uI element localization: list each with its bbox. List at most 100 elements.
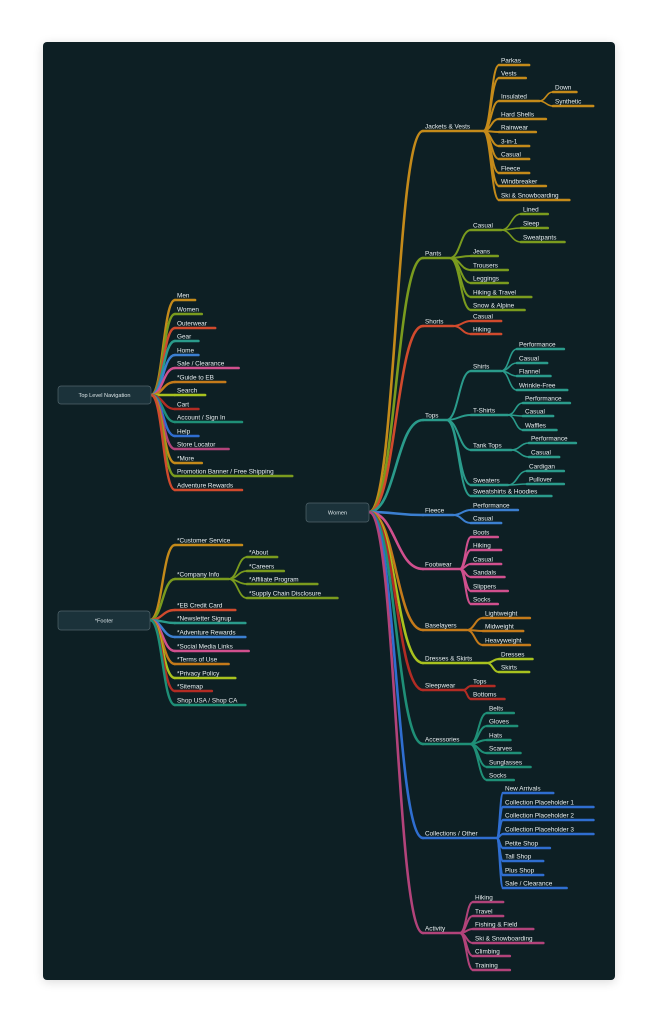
subcategory-collections-other-tall-shop[interactable]: Tall Shop xyxy=(505,854,532,861)
footer-sub-supply-chain-disclosure[interactable]: *Supply Chain Disclosure xyxy=(249,591,322,598)
subcategory-activity-training[interactable]: Training xyxy=(475,963,498,970)
subcategory-footwear-hiking[interactable]: Hiking xyxy=(473,543,491,550)
subcategory-footwear-socks[interactable]: Socks xyxy=(473,597,490,604)
root-women[interactable]: Women xyxy=(305,502,370,523)
nav-item-guide-to-eb[interactable]: *Guide to EB xyxy=(177,375,214,382)
subcategory-collections-other-collection-placeholder-3[interactable]: Collection Placeholder 3 xyxy=(505,827,574,834)
leaf-shirts-wrinkle-free[interactable]: Wrinkle-Free xyxy=(519,383,556,390)
subcategory-accessories-gloves[interactable]: Gloves xyxy=(489,719,509,726)
footer-sub-affiliate-program[interactable]: *Affiliate Program xyxy=(249,577,299,584)
subcategory-baselayers-lightweight[interactable]: Lightweight xyxy=(485,611,518,618)
subcategory-jackets-vests-insulated[interactable]: Insulated xyxy=(501,94,527,101)
subcategory-fleece-casual[interactable]: Casual xyxy=(473,516,493,523)
category-shorts[interactable]: Shorts xyxy=(425,319,443,326)
footer-item-company-info[interactable]: *Company Info xyxy=(177,572,220,579)
subcategory-footwear-sandals[interactable]: Sandals xyxy=(473,570,496,577)
nav-item-store-locator[interactable]: Store Locator xyxy=(177,442,216,449)
subcategory-footwear-casual[interactable]: Casual xyxy=(473,557,493,564)
nav-item-help[interactable]: Help xyxy=(177,429,191,436)
leaf-tank-tops-casual[interactable]: Casual xyxy=(531,450,551,457)
leaf-shirts-flannel[interactable]: Flannel xyxy=(519,369,540,376)
subcategory-activity-travel[interactable]: Travel xyxy=(475,909,493,916)
subcategory-accessories-belts[interactable]: Belts xyxy=(489,706,503,713)
subcategory-collections-other-collection-placeholder-1[interactable]: Collection Placeholder 1 xyxy=(505,800,574,807)
subcategory-jackets-vests-ski-snowboarding[interactable]: Ski & Snowboarding xyxy=(501,193,559,200)
subcategory-jackets-vests-3-in-1[interactable]: 3-in-1 xyxy=(501,139,518,146)
category-footwear[interactable]: Footwear xyxy=(425,562,453,569)
nav-item-home[interactable]: Home xyxy=(177,348,194,355)
subcategory-activity-climbing[interactable]: Climbing xyxy=(475,949,500,956)
category-tops[interactable]: Tops xyxy=(425,413,439,420)
subcategory-collections-other-new-arrivals[interactable]: New Arrivals xyxy=(505,786,541,793)
leaf-insulated-synthetic[interactable]: Synthetic xyxy=(555,99,582,106)
nav-item-men[interactable]: Men xyxy=(177,293,190,300)
category-pants[interactable]: Pants xyxy=(425,251,441,258)
subcategory-activity-hiking[interactable]: Hiking xyxy=(475,895,493,902)
category-sleepwear[interactable]: Sleepwear xyxy=(425,683,456,690)
subcategory-accessories-socks[interactable]: Socks xyxy=(489,773,506,780)
root-top-level-navigation[interactable]: Top Level Navigation xyxy=(57,385,152,405)
subcategory-dresses-skirts-skirts[interactable]: Skirts xyxy=(501,665,517,672)
leaf-shirts-casual[interactable]: Casual xyxy=(519,356,539,363)
subcategory-jackets-vests-casual[interactable]: Casual xyxy=(501,152,521,159)
subcategory-activity-fishing-field[interactable]: Fishing & Field xyxy=(475,922,518,929)
subcategory-tops-t-shirts[interactable]: T-Shirts xyxy=(473,408,495,415)
subcategory-accessories-scarves[interactable]: Scarves xyxy=(489,746,512,753)
leaf-casual-lined[interactable]: Lined xyxy=(523,207,539,214)
subcategory-pants-jeans[interactable]: Jeans xyxy=(473,249,490,256)
leaf-casual-sweatpants[interactable]: Sweatpants xyxy=(523,235,556,242)
subcategory-collections-other-sale-clearance[interactable]: Sale / Clearance xyxy=(505,881,553,888)
leaf-shirts-performance[interactable]: Performance xyxy=(519,342,556,349)
footer-sub-about[interactable]: *About xyxy=(249,550,268,557)
nav-item-adventure-rewards[interactable]: Adventure Rewards xyxy=(177,483,233,490)
footer-item-sitemap[interactable]: *Sitemap xyxy=(177,684,203,691)
leaf-t-shirts-casual[interactable]: Casual xyxy=(525,409,545,416)
subcategory-baselayers-midweight[interactable]: Midweight xyxy=(485,624,514,631)
nav-item-cart[interactable]: Cart xyxy=(177,402,189,409)
subcategory-tops-sweatshirts-hoodies[interactable]: Sweatshirts & Hoodies xyxy=(473,489,537,496)
subcategory-footwear-slippers[interactable]: Slippers xyxy=(473,584,496,591)
subcategory-footwear-boots[interactable]: Boots xyxy=(473,530,489,537)
category-dresses-skirts[interactable]: Dresses & Skirts xyxy=(425,656,472,663)
subcategory-sleepwear-bottoms[interactable]: Bottoms xyxy=(473,692,496,699)
footer-item-eb-credit-card[interactable]: *EB Credit Card xyxy=(177,603,223,610)
subcategory-tops-sweaters[interactable]: Sweaters xyxy=(473,478,500,485)
subcategory-pants-leggings[interactable]: Leggings xyxy=(473,276,499,283)
nav-item-promotion-banner-free-shipping[interactable]: Promotion Banner / Free Shipping xyxy=(177,469,274,476)
subcategory-tops-tank-tops[interactable]: Tank Tops xyxy=(473,443,502,450)
nav-item-sale-clearance[interactable]: Sale / Clearance xyxy=(177,361,225,368)
category-activity[interactable]: Activity xyxy=(425,926,446,933)
subcategory-jackets-vests-parkas[interactable]: Parkas xyxy=(501,58,521,65)
footer-item-terms-of-use[interactable]: *Terms of Use xyxy=(177,657,218,664)
subcategory-jackets-vests-rainwear[interactable]: Rainwear xyxy=(501,125,529,132)
subcategory-baselayers-heavyweight[interactable]: Heavyweight xyxy=(485,638,522,645)
leaf-t-shirts-performance[interactable]: Performance xyxy=(525,396,562,403)
subcategory-jackets-vests-hard-shells[interactable]: Hard Shells xyxy=(501,112,534,119)
footer-sub-careers[interactable]: *Careers xyxy=(249,564,274,571)
leaf-sweaters-cardigan[interactable]: Cardigan xyxy=(529,464,555,471)
subcategory-dresses-skirts-dresses[interactable]: Dresses xyxy=(501,652,524,659)
subcategory-activity-ski-snowboarding[interactable]: Ski & Snowboarding xyxy=(475,936,533,943)
subcategory-tops-shirts[interactable]: Shirts xyxy=(473,364,489,371)
subcategory-pants-trousers[interactable]: Trousers xyxy=(473,263,498,270)
root-footer[interactable]: *Footer xyxy=(57,610,151,631)
category-accessories[interactable]: Accessories xyxy=(425,737,459,744)
leaf-sweaters-pullover[interactable]: Pullover xyxy=(529,477,553,484)
subcategory-shorts-casual[interactable]: Casual xyxy=(473,314,493,321)
leaf-tank-tops-performance[interactable]: Performance xyxy=(531,436,568,443)
footer-item-social-media-links[interactable]: *Social Media Links xyxy=(177,644,233,651)
nav-item-gear[interactable]: Gear xyxy=(177,334,192,341)
subcategory-shorts-hiking[interactable]: Hiking xyxy=(473,327,491,334)
category-fleece[interactable]: Fleece xyxy=(425,508,445,515)
subcategory-sleepwear-tops[interactable]: Tops xyxy=(473,679,487,686)
category-baselayers[interactable]: Baselayers xyxy=(425,623,457,630)
category-collections-other[interactable]: Collections / Other xyxy=(425,831,478,838)
footer-item-customer-service[interactable]: *Customer Service xyxy=(177,538,231,545)
subcategory-collections-other-collection-placeholder-2[interactable]: Collection Placeholder 2 xyxy=(505,813,574,820)
subcategory-jackets-vests-windbreaker[interactable]: Windbreaker xyxy=(501,179,538,186)
subcategory-pants-snow-alpine[interactable]: Snow & Alpine xyxy=(473,303,515,310)
category-jackets-vests[interactable]: Jackets & Vests xyxy=(425,124,470,131)
leaf-t-shirts-waffles[interactable]: Waffles xyxy=(525,423,546,430)
subcategory-collections-other-petite-shop[interactable]: Petite Shop xyxy=(505,841,538,848)
subcategory-accessories-sunglasses[interactable]: Sunglasses xyxy=(489,760,522,767)
